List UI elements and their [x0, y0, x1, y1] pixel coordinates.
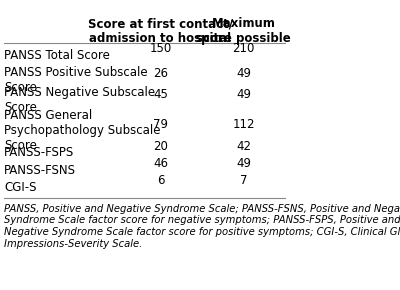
Text: 7: 7: [240, 174, 247, 187]
Text: 49: 49: [236, 88, 251, 101]
Text: PANSS Total Score: PANSS Total Score: [4, 49, 110, 62]
Text: 26: 26: [153, 67, 168, 80]
Text: 49: 49: [236, 67, 251, 80]
Text: Maximum
score possible: Maximum score possible: [196, 17, 291, 45]
Text: PANSS-FSPS: PANSS-FSPS: [4, 146, 74, 160]
Text: 49: 49: [236, 157, 251, 170]
Text: 6: 6: [157, 174, 164, 187]
Text: CGI-S: CGI-S: [4, 181, 37, 194]
Text: 20: 20: [153, 140, 168, 153]
Text: PANSS Positive Subscale
Score: PANSS Positive Subscale Score: [4, 66, 148, 94]
Text: PANSS General
Psychopathology Subscale
Score: PANSS General Psychopathology Subscale S…: [4, 109, 161, 152]
Text: PANSS Negative Subscale
Score: PANSS Negative Subscale Score: [4, 86, 155, 114]
Text: Score at first contact/
admission to hospital: Score at first contact/ admission to hos…: [88, 17, 233, 45]
Text: 42: 42: [236, 140, 251, 153]
Text: 79: 79: [153, 118, 168, 131]
Text: 210: 210: [232, 42, 255, 55]
Text: PANSS, Positive and Negative Syndrome Scale; PANSS-FSNS, Positive and Negative
S: PANSS, Positive and Negative Syndrome Sc…: [4, 204, 400, 249]
Text: PANSS-FSNS: PANSS-FSNS: [4, 164, 76, 177]
Text: 46: 46: [153, 157, 168, 170]
Text: 45: 45: [153, 88, 168, 101]
Text: 150: 150: [149, 42, 172, 55]
Text: 112: 112: [232, 118, 255, 131]
